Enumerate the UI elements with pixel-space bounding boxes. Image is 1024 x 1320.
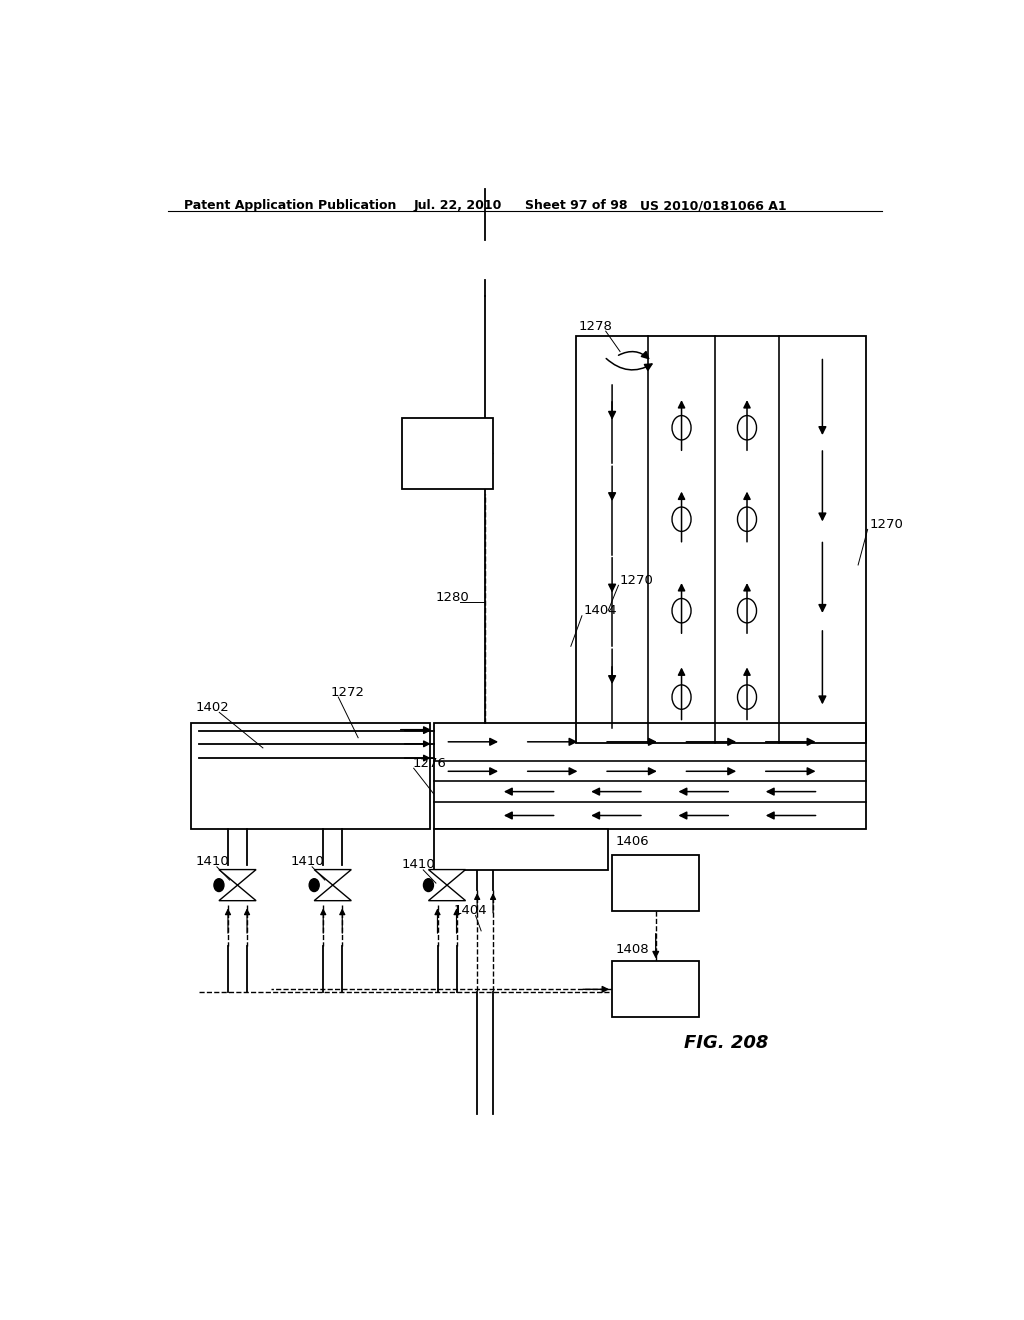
Text: 1410: 1410 [291,855,325,869]
Text: 1402: 1402 [196,701,229,714]
Text: 1406: 1406 [638,875,674,890]
Text: 1410: 1410 [196,855,229,869]
Text: US 2010/0181066 A1: US 2010/0181066 A1 [640,199,786,213]
Polygon shape [314,886,351,900]
Text: 1280: 1280 [436,591,470,605]
Text: 1272: 1272 [331,685,365,698]
Text: 1412: 1412 [430,446,465,461]
Text: 1404: 1404 [584,605,617,618]
Text: Sheet 97 of 98: Sheet 97 of 98 [524,199,628,213]
Text: 1278: 1278 [579,319,612,333]
Circle shape [214,879,224,891]
Polygon shape [314,870,351,886]
Text: 1274: 1274 [469,843,503,857]
Circle shape [309,879,319,891]
Circle shape [424,879,433,891]
Bar [401,417,494,488]
Text: 1270: 1270 [870,517,904,531]
Text: FIG. 208: FIG. 208 [684,1034,768,1052]
Text: 1408: 1408 [638,982,674,997]
Bar [577,337,866,743]
Bar [612,854,699,911]
Text: 1410: 1410 [401,858,435,871]
Text: 1276: 1276 [412,756,446,770]
Text: Jul. 22, 2010: Jul. 22, 2010 [414,199,502,213]
Polygon shape [219,870,256,886]
Polygon shape [428,870,466,886]
Text: Patent Application Publication: Patent Application Publication [183,199,396,213]
Bar [191,722,430,829]
Bar [433,722,866,829]
Bar [612,961,699,1018]
Text: 1404: 1404 [454,904,487,917]
Text: 1406: 1406 [615,836,649,847]
Text: 1408: 1408 [615,942,649,956]
Bar [433,829,608,870]
Polygon shape [428,886,466,900]
Polygon shape [219,886,256,900]
Text: 1270: 1270 [620,574,654,586]
